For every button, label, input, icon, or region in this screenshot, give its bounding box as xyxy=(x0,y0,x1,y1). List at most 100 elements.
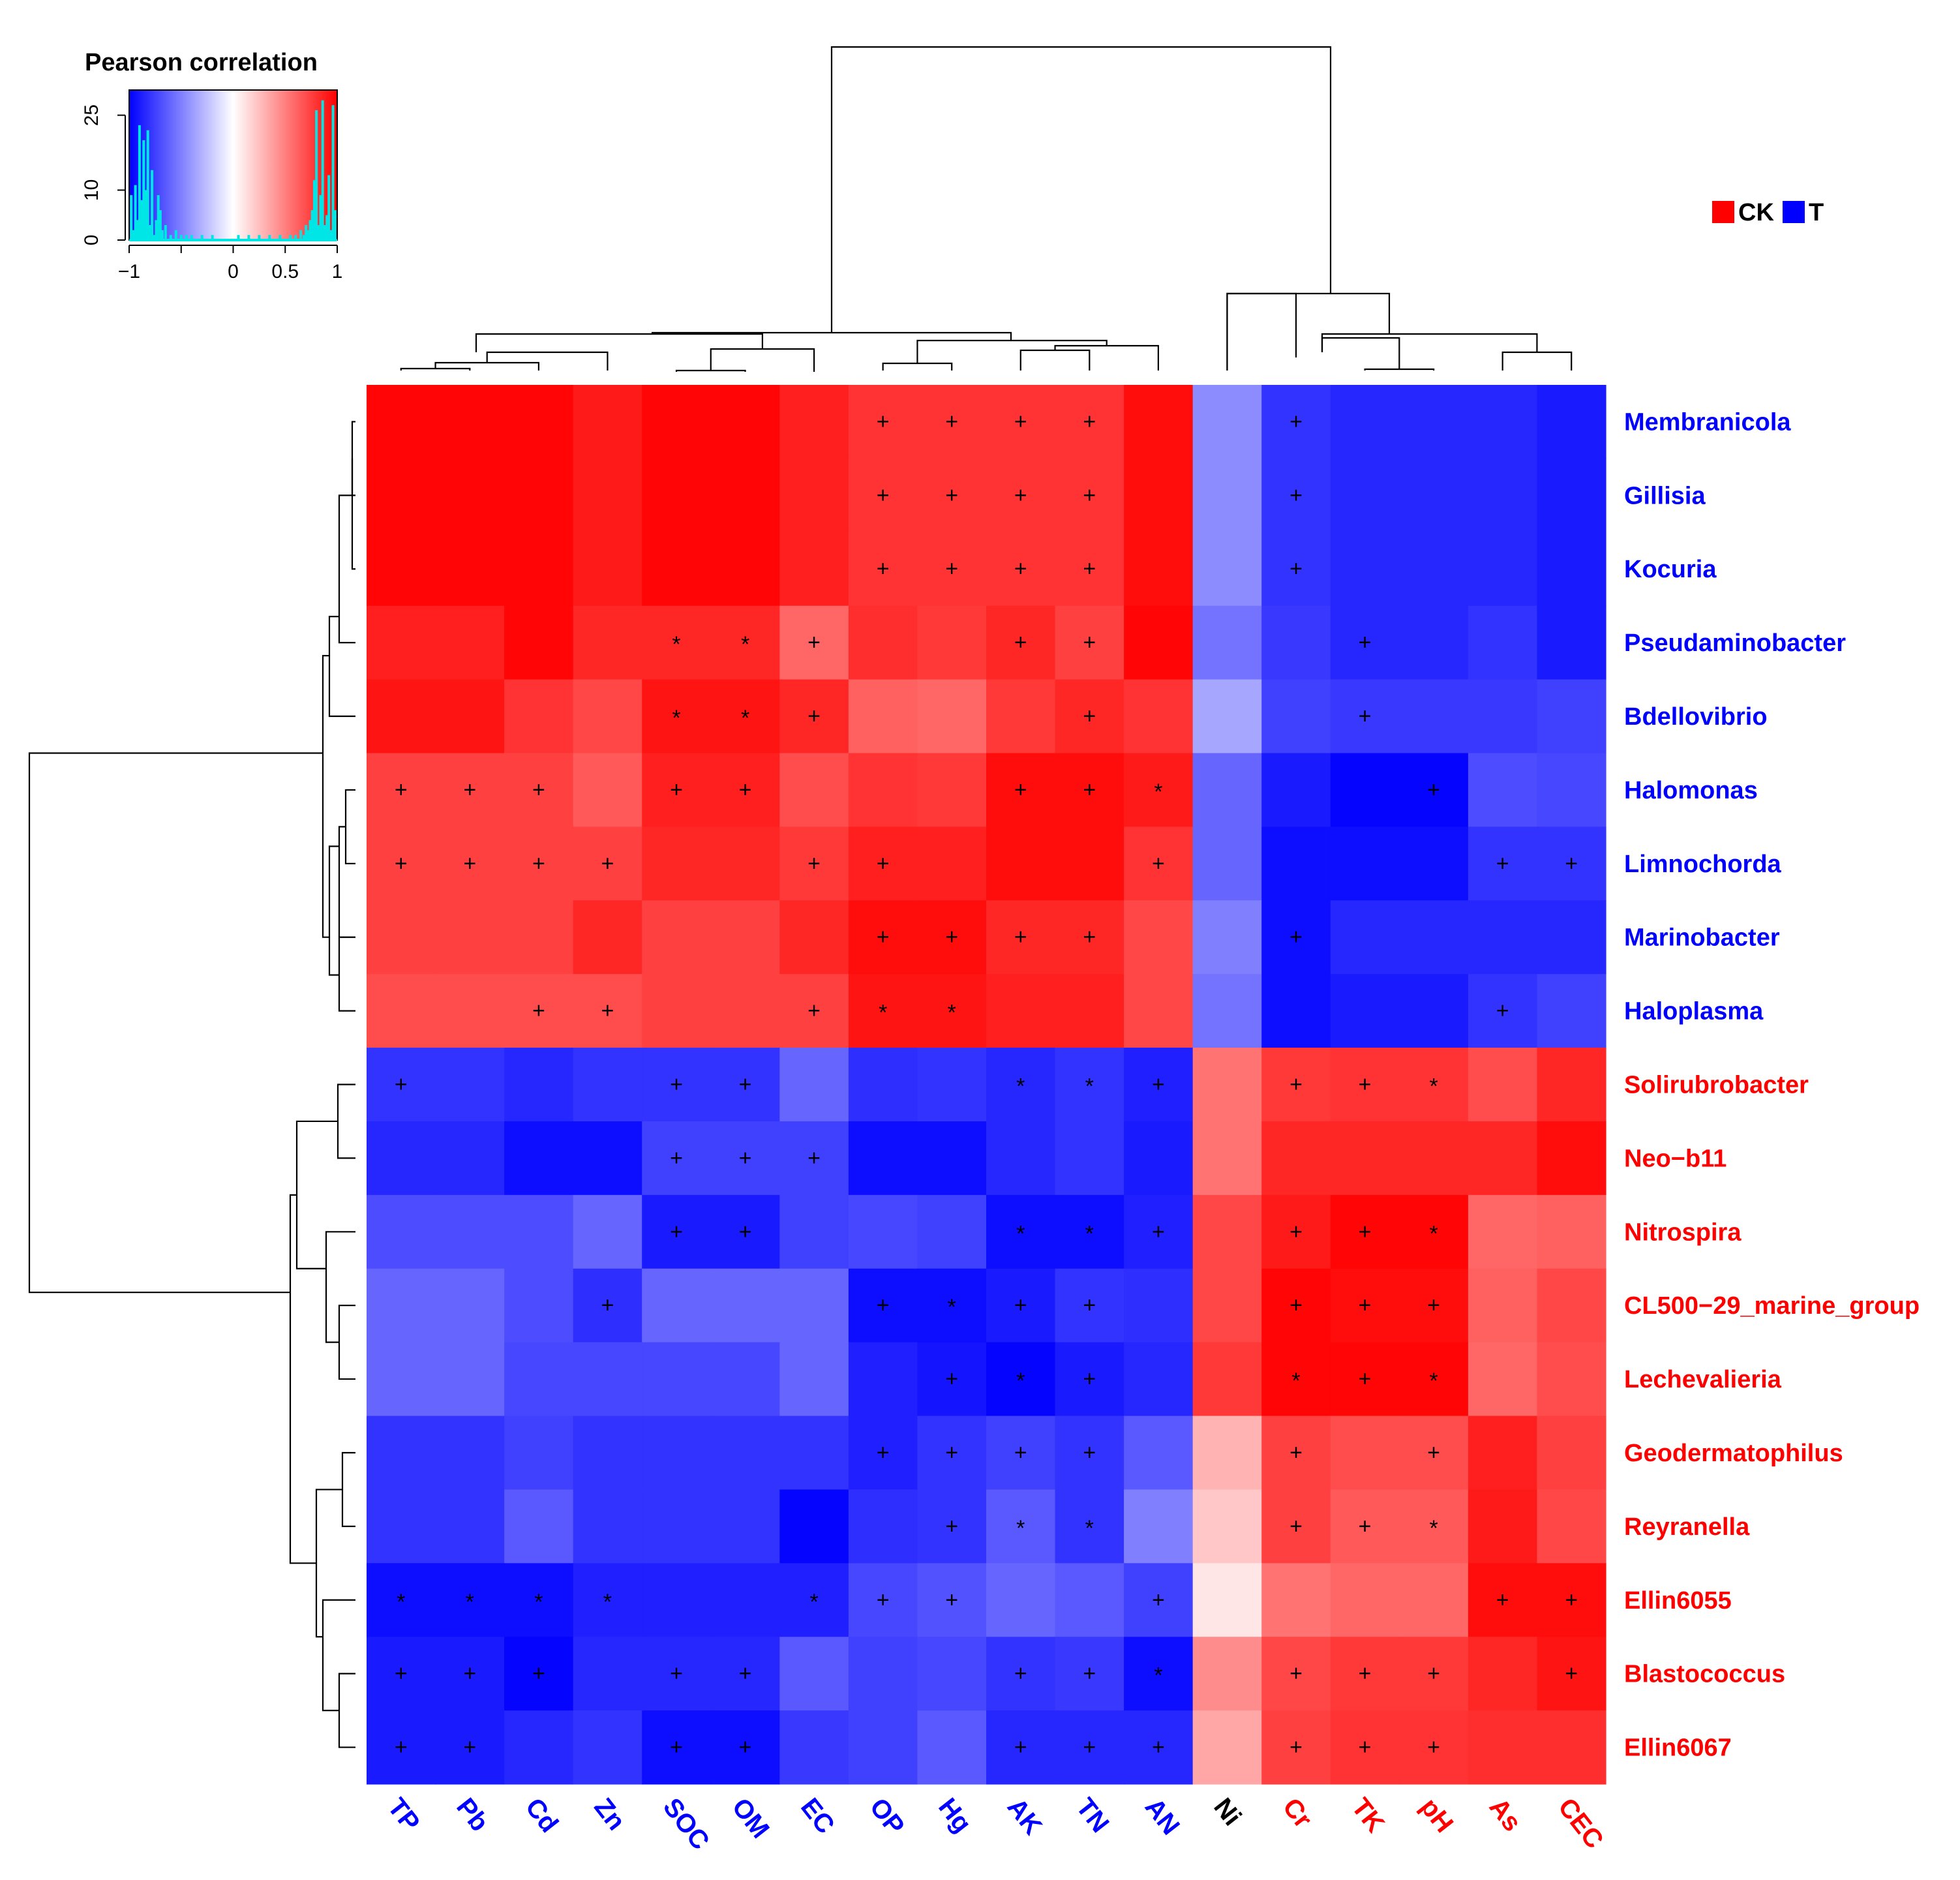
heatmap-cell xyxy=(1399,1563,1469,1637)
heatmap-cell xyxy=(1399,1416,1469,1491)
heatmap-cell xyxy=(1055,1416,1124,1491)
significance-mark: * xyxy=(603,1590,612,1615)
heatmap-cell xyxy=(1261,900,1331,975)
significance-mark: + xyxy=(670,1735,683,1760)
significance-mark: * xyxy=(948,1295,956,1320)
significance-mark: + xyxy=(1359,630,1372,655)
heatmap-cell xyxy=(1399,1048,1469,1122)
heatmap-cell xyxy=(1124,1048,1194,1122)
group-legend-swatch xyxy=(1783,201,1805,223)
significance-mark: + xyxy=(1083,778,1096,802)
significance-mark: + xyxy=(1289,1293,1303,1318)
heatmap-cell xyxy=(367,974,436,1048)
significance-mark: + xyxy=(532,999,545,1023)
heatmap-cell xyxy=(1261,826,1331,901)
heatmap-cell xyxy=(779,1710,849,1785)
heatmap-cell xyxy=(1192,753,1262,827)
heatmap-cell xyxy=(504,1194,574,1269)
heatmap-cell xyxy=(504,753,574,827)
heatmap-cell xyxy=(1468,605,1538,680)
heatmap-cell xyxy=(1537,1342,1606,1417)
significance-mark: + xyxy=(945,1367,958,1391)
heatmap-cell xyxy=(1192,1048,1262,1122)
heatmap-cell xyxy=(435,753,505,827)
heatmap-cell xyxy=(435,1710,505,1785)
dendrogram-link xyxy=(1054,344,1159,371)
color-key-x-tick-label: −1 xyxy=(118,261,140,282)
significance-mark: + xyxy=(1014,409,1027,434)
heatmap-cell xyxy=(917,1637,987,1711)
significance-mark: + xyxy=(807,999,821,1023)
heatmap-cell xyxy=(1399,753,1469,827)
heatmap-cell xyxy=(1468,1489,1538,1564)
group-legend-label: T xyxy=(1809,199,1824,226)
heatmap-cell xyxy=(1330,532,1400,607)
significance-mark: * xyxy=(1016,1516,1025,1541)
significance-mark: * xyxy=(741,632,749,657)
heatmap-cell xyxy=(848,1194,918,1269)
significance-mark: + xyxy=(1083,1367,1096,1391)
significance-mark: * xyxy=(466,1590,474,1615)
heatmap-cell xyxy=(1055,1563,1124,1637)
heatmap-cell xyxy=(573,1121,642,1196)
heatmap-cell xyxy=(1192,605,1262,680)
heatmap-cell xyxy=(573,532,642,607)
heatmap-cell xyxy=(435,974,505,1048)
heatmap-cell xyxy=(1055,458,1124,533)
heatmap-cell xyxy=(1537,605,1606,680)
dendrogram-link xyxy=(295,1120,338,1269)
heatmap-cell xyxy=(435,1489,505,1564)
heatmap-cell xyxy=(1124,1489,1194,1564)
heatmap-cell xyxy=(1468,1563,1538,1637)
heatmap-cell xyxy=(573,1416,642,1491)
heatmap-cell xyxy=(848,605,918,680)
heatmap-cell xyxy=(504,974,574,1048)
significance-mark: + xyxy=(945,1514,958,1539)
heatmap-cell xyxy=(779,1489,849,1564)
heatmap-cell xyxy=(1055,1710,1124,1785)
row-label: Ellin6055 xyxy=(1624,1587,1732,1615)
heatmap-cell xyxy=(1055,1048,1124,1122)
row-label: Lechevalieria xyxy=(1624,1366,1782,1393)
significance-mark: + xyxy=(1496,1588,1509,1613)
heatmap-cell xyxy=(1537,532,1606,607)
heatmap-cell xyxy=(1468,974,1538,1048)
heatmap-cell xyxy=(710,458,780,533)
column-label: Pb xyxy=(451,1793,494,1836)
heatmap-cell xyxy=(917,458,987,533)
significance-mark: * xyxy=(1429,1369,1438,1393)
heatmap-cell xyxy=(504,1489,574,1564)
dendrogram-link xyxy=(338,494,355,644)
significance-mark: * xyxy=(1085,1516,1094,1541)
heatmap-cell xyxy=(1330,458,1400,533)
significance-mark: + xyxy=(1014,483,1027,508)
significance-mark: * xyxy=(1016,1369,1025,1393)
significance-mark: + xyxy=(1565,1588,1578,1613)
significance-mark: + xyxy=(1152,1588,1165,1613)
heatmap-cell xyxy=(710,826,780,901)
heatmap-cell xyxy=(848,1489,918,1564)
heatmap-cell xyxy=(504,1342,574,1417)
heatmap-cell xyxy=(986,532,1056,607)
heatmap-cell xyxy=(1055,532,1124,607)
heatmap-cell xyxy=(1399,1342,1469,1417)
heatmap-cell xyxy=(848,1121,918,1196)
significance-mark: * xyxy=(1429,1074,1438,1099)
significance-mark: + xyxy=(1083,1661,1096,1686)
heatmap-cell xyxy=(367,900,436,975)
column-label: pH xyxy=(1415,1793,1459,1838)
dendrogram-link xyxy=(675,369,746,372)
significance-mark: + xyxy=(463,778,476,802)
significance-mark: * xyxy=(1016,1221,1025,1246)
heatmap-cell xyxy=(1330,974,1400,1048)
heatmap-cell xyxy=(1192,385,1262,459)
heatmap-cell xyxy=(435,1268,505,1343)
row-dendrogram xyxy=(28,421,355,1748)
significance-mark: + xyxy=(877,409,890,434)
significance-mark: + xyxy=(1083,556,1096,581)
heatmap-cell xyxy=(1055,974,1124,1048)
significance-mark: + xyxy=(1359,1661,1372,1686)
significance-mark: * xyxy=(1085,1074,1094,1099)
heatmap-cell xyxy=(1192,1342,1262,1417)
